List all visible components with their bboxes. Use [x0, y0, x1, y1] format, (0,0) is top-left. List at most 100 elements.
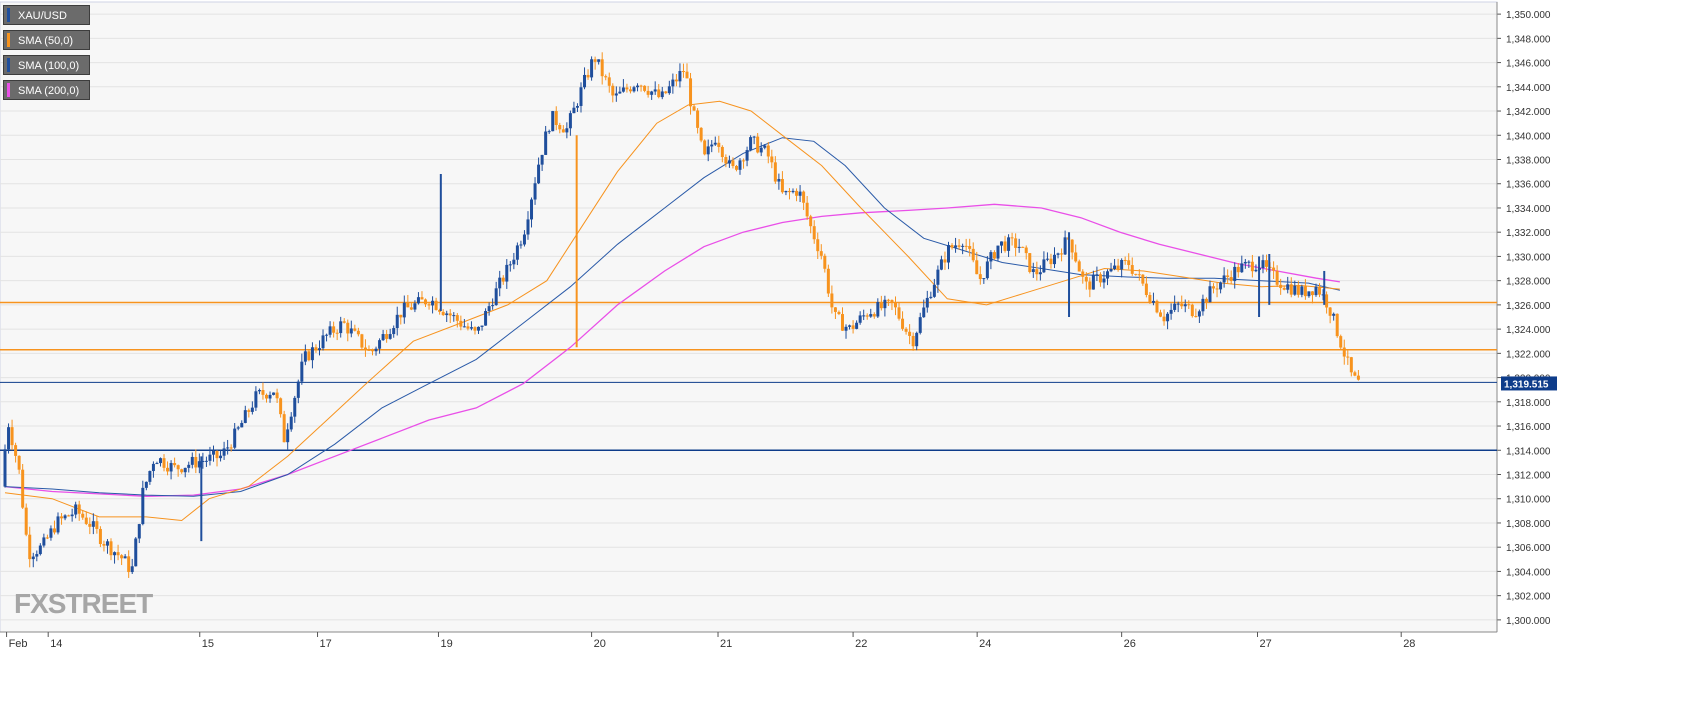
candle-body — [717, 142, 721, 147]
candle-body — [81, 513, 85, 518]
candle-body — [173, 463, 177, 466]
candle-body — [749, 137, 753, 151]
candle-body — [388, 334, 392, 339]
candle-body — [950, 245, 954, 248]
candle-body — [127, 556, 131, 573]
candle-body — [1310, 291, 1314, 296]
candle-body — [1049, 258, 1053, 265]
candle-body — [1007, 237, 1011, 251]
candle-body — [1272, 267, 1276, 271]
candle-body — [402, 302, 406, 318]
candle-body — [162, 458, 166, 468]
candle-body — [215, 450, 219, 459]
candle-body — [508, 264, 512, 266]
candle-body — [1095, 274, 1099, 276]
candle-body — [551, 111, 555, 132]
logo-street: STREET — [47, 588, 153, 619]
candle-body — [441, 311, 445, 316]
candle-body — [113, 552, 117, 556]
legend-item-sma50[interactable]: SMA (50,0) — [3, 30, 91, 50]
candle-body — [826, 268, 830, 294]
candle-body — [1335, 313, 1339, 337]
candle-body — [469, 327, 473, 329]
candle-body — [307, 351, 311, 361]
candle-body — [1183, 304, 1187, 307]
legend-item-xauusd[interactable]: XAU/USD — [3, 5, 91, 25]
candle-body — [925, 297, 929, 308]
candle-body — [109, 541, 113, 556]
candle-body — [636, 85, 640, 88]
candle-body — [219, 455, 223, 459]
legend-item-sma100[interactable]: SMA (100,0) — [3, 55, 91, 75]
candle-body — [770, 156, 774, 163]
candle-body — [1318, 286, 1322, 295]
y-tick-label: 1,300.000 — [1506, 616, 1551, 627]
candle-body — [1084, 276, 1088, 282]
candle-body — [88, 523, 92, 527]
candle-body — [561, 129, 565, 133]
candle-body — [77, 504, 81, 514]
candle-body — [568, 113, 572, 129]
candle-body — [830, 293, 834, 308]
candle-body — [332, 326, 336, 333]
candle-body — [643, 85, 647, 91]
candle-body — [1353, 372, 1357, 376]
candle-body — [1180, 303, 1184, 307]
legend-label: SMA (100,0) — [18, 60, 80, 72]
candle-body — [823, 255, 827, 269]
candle-body — [1123, 259, 1127, 261]
candle-body — [689, 78, 693, 107]
candle-body — [56, 516, 60, 533]
candle-body — [671, 79, 675, 87]
y-tick-label: 1,302.000 — [1506, 592, 1551, 603]
candle-body — [1088, 281, 1092, 290]
candle-body — [487, 306, 491, 312]
candle-body — [395, 314, 399, 329]
candle-body — [130, 566, 134, 573]
candle-body — [530, 199, 534, 220]
candle-body — [1300, 286, 1304, 295]
candle-body — [572, 107, 576, 114]
candle-body — [98, 528, 102, 545]
candle-body — [1091, 274, 1095, 290]
legend-swatch — [7, 58, 10, 72]
candle-body — [745, 150, 749, 161]
y-tick-label: 1,310.000 — [1506, 495, 1551, 506]
y-tick-label: 1,346.000 — [1506, 59, 1551, 70]
candle-body — [1303, 286, 1307, 297]
candle-body — [264, 394, 268, 399]
candle-body — [392, 328, 396, 335]
candle-body — [116, 552, 120, 556]
candle-body — [247, 410, 251, 412]
candle-body — [522, 234, 526, 245]
sma100-line — [4, 137, 1341, 497]
candle-body — [63, 515, 67, 519]
candle-body — [932, 284, 936, 297]
candle-body — [943, 259, 947, 263]
candle-body — [756, 136, 760, 153]
candle-body — [971, 248, 975, 261]
x-tick-label: Feb — [9, 638, 28, 650]
legend-item-sma200[interactable]: SMA (200,0) — [3, 80, 91, 100]
candle-body — [1162, 316, 1166, 322]
candle-body — [795, 190, 799, 196]
logo-fx: FX — [14, 588, 49, 619]
candle-body — [1176, 303, 1180, 305]
candle-body — [922, 307, 926, 318]
candle-body — [494, 288, 498, 306]
candle-body — [310, 347, 314, 361]
candle-body — [653, 89, 657, 92]
candle-body — [1339, 336, 1343, 348]
last-price-box — [1501, 376, 1557, 391]
candle-body — [70, 514, 74, 517]
candle-body — [1017, 246, 1021, 248]
candle-body — [95, 521, 99, 529]
candle-body — [1190, 304, 1194, 317]
candle-body — [579, 87, 583, 106]
candle-body — [1113, 265, 1117, 270]
candle-body — [784, 190, 788, 193]
candle-body — [1173, 303, 1177, 310]
candle-body — [699, 127, 703, 141]
candle-body — [625, 87, 629, 90]
candle-body — [1077, 261, 1081, 272]
